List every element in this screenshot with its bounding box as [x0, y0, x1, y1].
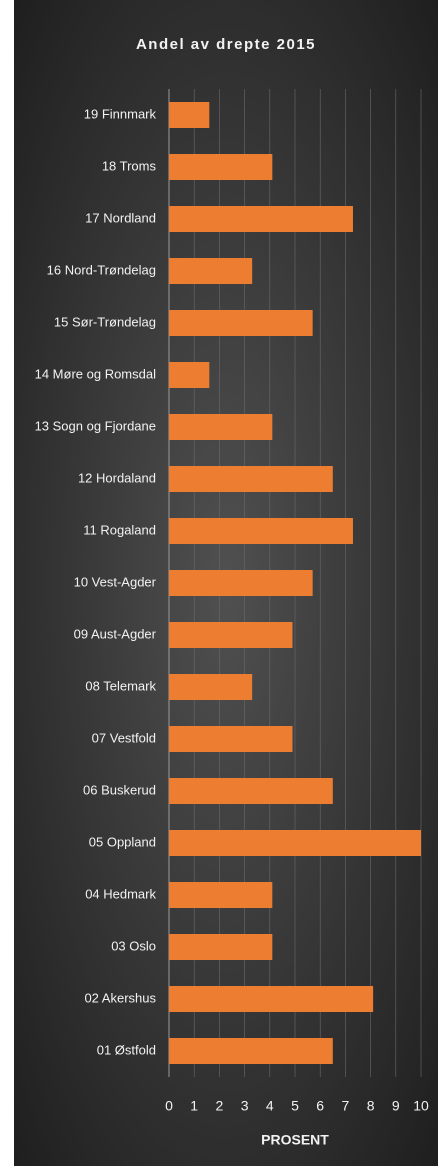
y-tick-label: 18 Troms: [102, 158, 157, 173]
y-tick-label: 01 Østfold: [97, 1042, 156, 1057]
x-tick-label: 2: [216, 1098, 224, 1114]
bar: [169, 778, 333, 804]
bar: [169, 102, 210, 128]
bar: [169, 518, 353, 544]
y-tick-label: 14 Møre og Romsdal: [35, 366, 156, 381]
y-tick-label: 03 Oslo: [111, 938, 156, 953]
bar: [169, 570, 313, 596]
bar: [169, 466, 333, 492]
x-tick-label: 5: [291, 1098, 299, 1114]
y-tick-label: 12 Hordaland: [78, 470, 156, 485]
x-tick-label: 7: [342, 1098, 350, 1114]
x-tick-label: 6: [316, 1098, 324, 1114]
y-tick-label: 04 Hedmark: [85, 886, 156, 901]
y-tick-label: 02 Akershus: [84, 990, 156, 1005]
bar: [169, 882, 273, 908]
bar: [169, 986, 374, 1012]
bar: [169, 674, 253, 700]
y-tick-label: 19 Finnmark: [84, 106, 157, 121]
y-tick-label: 16 Nord-Trøndelag: [47, 262, 156, 277]
x-tick-label: 3: [241, 1098, 249, 1114]
x-tick-label: 8: [367, 1098, 375, 1114]
x-tick-label: 10: [413, 1098, 429, 1114]
x-tick-label: 1: [190, 1098, 198, 1114]
bar: [169, 830, 421, 856]
y-tick-label: 09 Aust-Agder: [74, 626, 157, 641]
chart-title: Andel av drepte 2015: [136, 36, 316, 53]
y-tick-label: 06 Buskerud: [83, 782, 156, 797]
x-tick-label: 9: [392, 1098, 400, 1114]
bar: [169, 726, 293, 752]
bar: [169, 622, 293, 648]
bar: [169, 414, 273, 440]
y-tick-label: 07 Vestfold: [92, 730, 156, 745]
y-tick-label: 15 Sør-Trøndelag: [54, 314, 156, 329]
y-tick-label: 08 Telemark: [85, 678, 156, 693]
x-tick-label: 4: [266, 1098, 274, 1114]
y-tick-label: 10 Vest-Agder: [74, 574, 157, 589]
x-axis-label: PROSENT: [261, 1132, 329, 1148]
bar: [169, 310, 313, 336]
y-tick-label: 13 Sogn og Fjordane: [35, 418, 156, 433]
y-tick-label: 17 Nordland: [85, 210, 156, 225]
y-tick-label: 05 Oppland: [89, 834, 156, 849]
bar: [169, 934, 273, 960]
y-tick-label: 11 Rogaland: [83, 522, 156, 537]
bar: [169, 206, 353, 232]
bar: [169, 258, 253, 284]
bar: [169, 1038, 333, 1064]
x-tick-label: 0: [165, 1098, 173, 1114]
bar: [169, 362, 210, 388]
bar: [169, 154, 273, 180]
